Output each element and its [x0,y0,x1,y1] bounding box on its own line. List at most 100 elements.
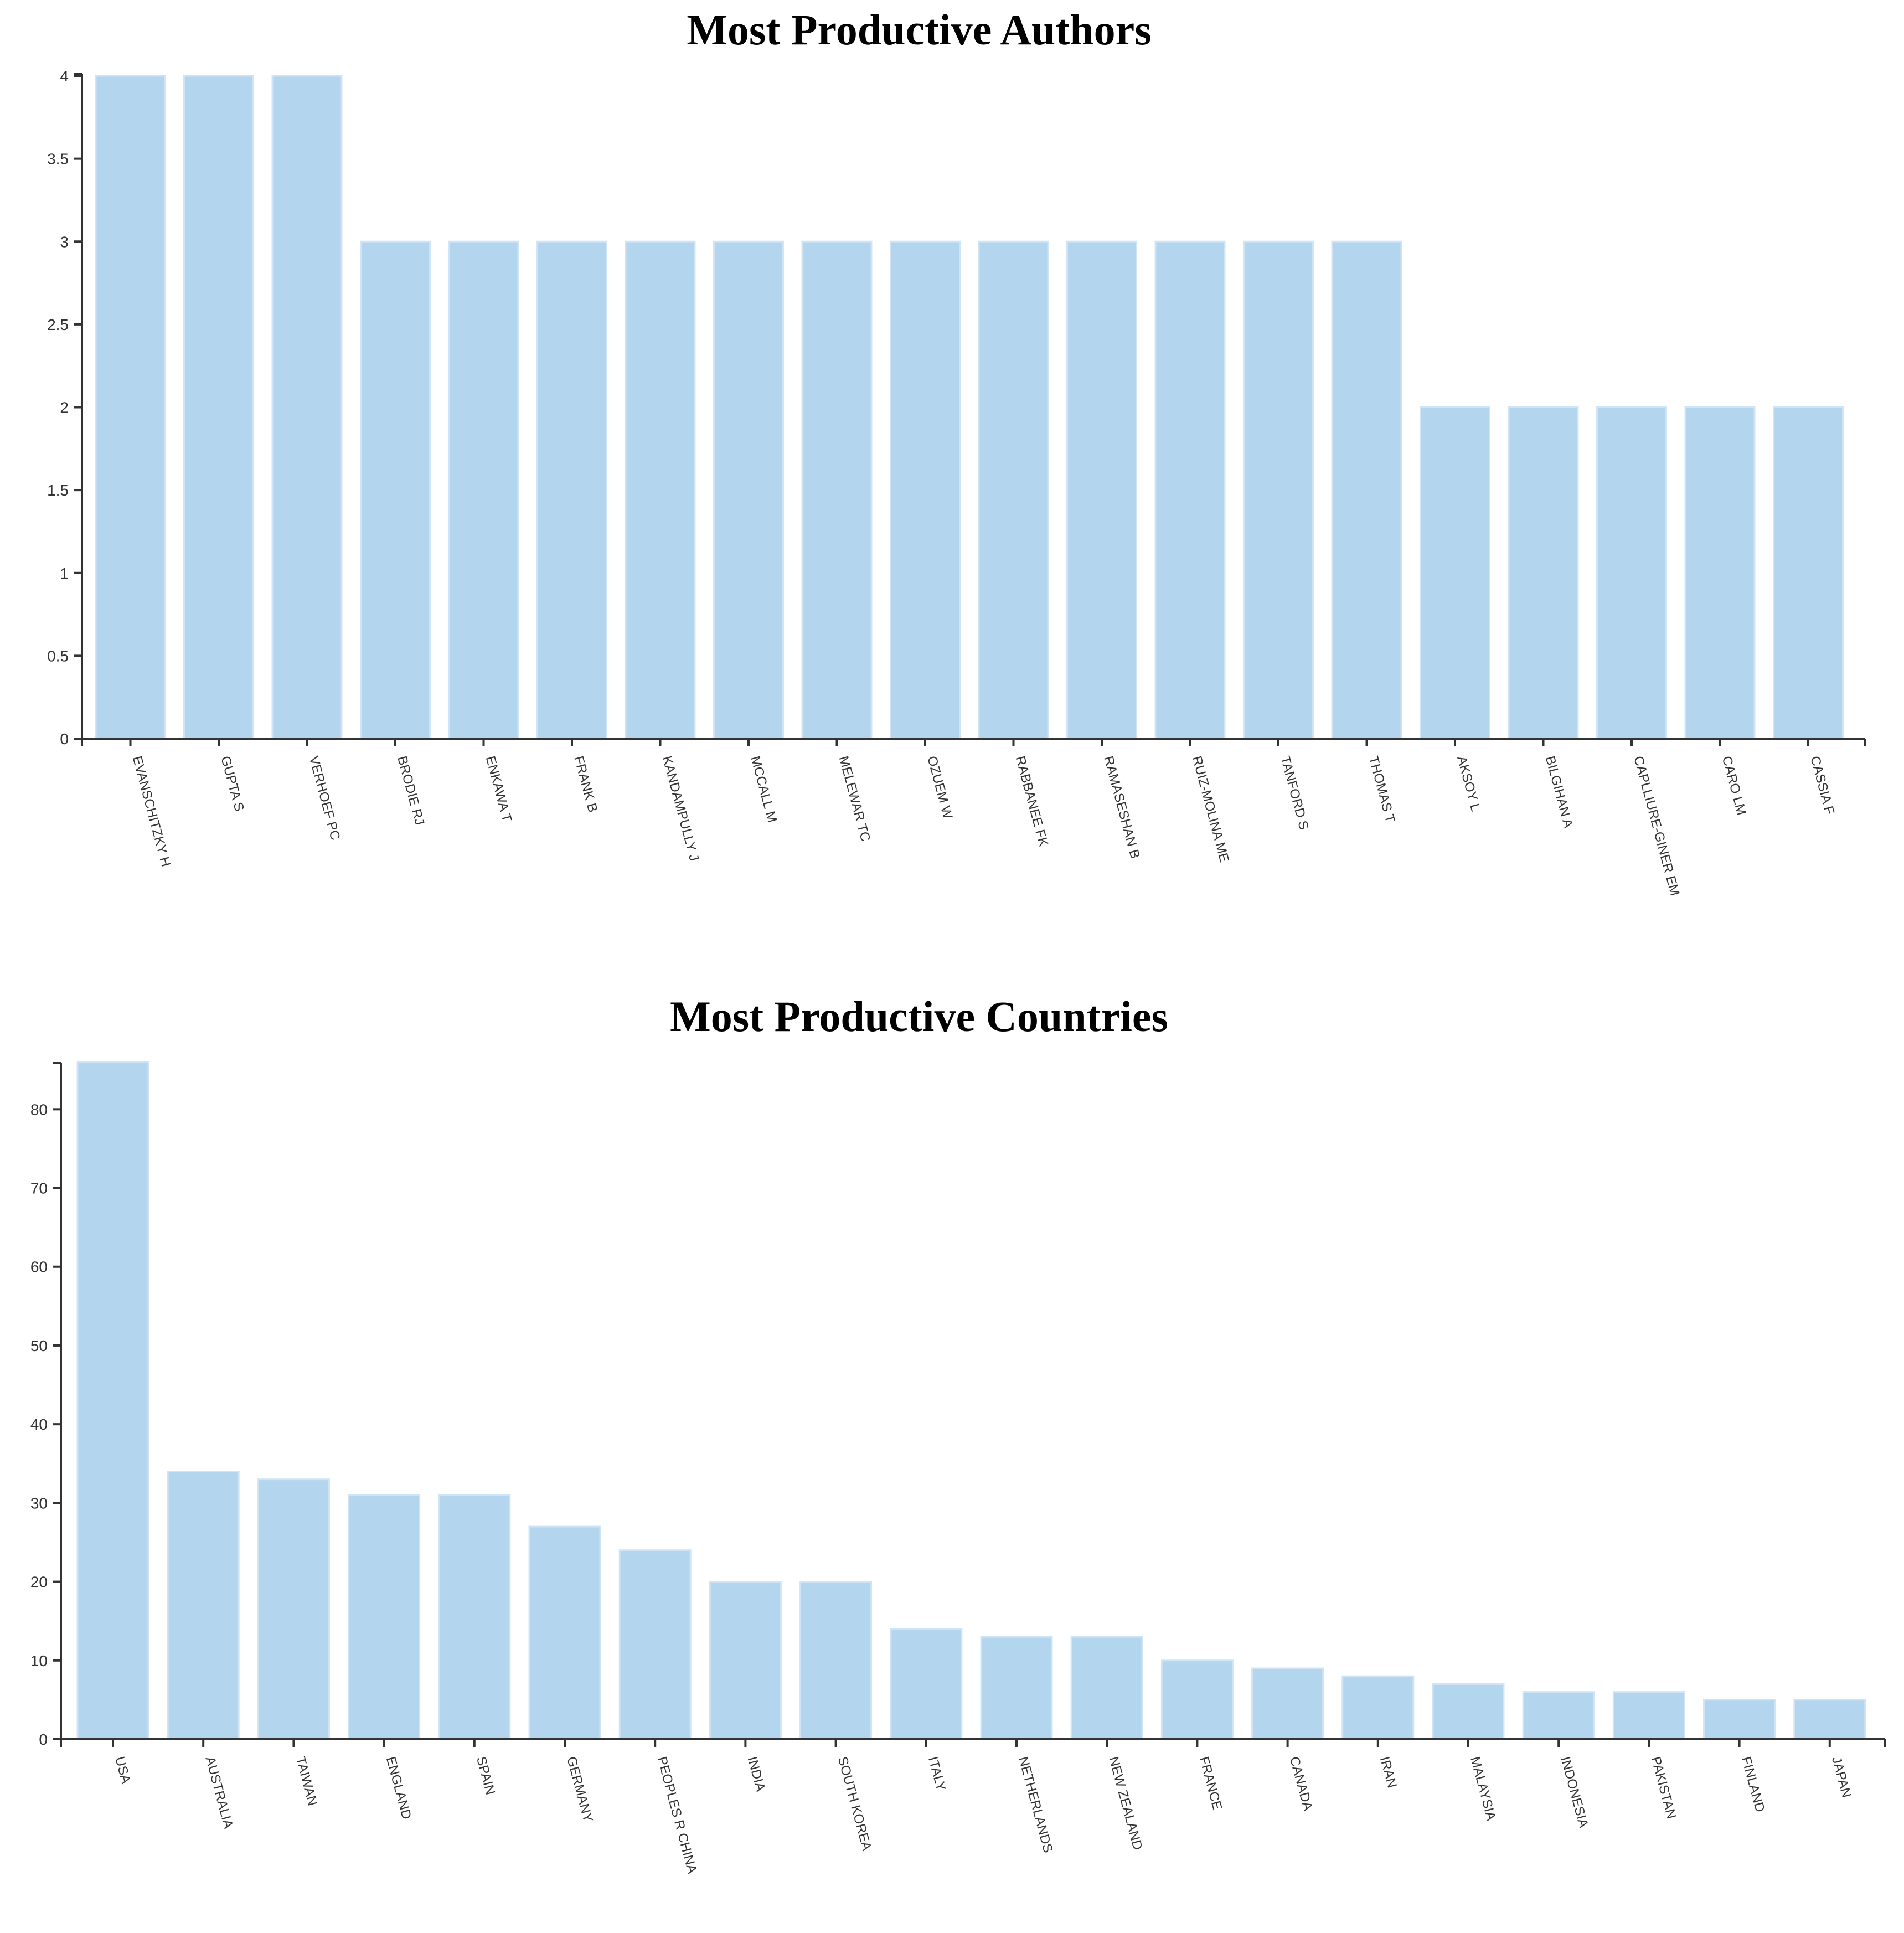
author-category-label: ENKAWA T [483,755,515,824]
country-category-label: ENGLAND [383,1755,414,1821]
author-bar [1066,240,1137,740]
country-category-label: IRAN [1377,1755,1400,1790]
y-tick-label: 30 [30,1494,48,1512]
country-bar [528,1525,601,1740]
author-category-label: AKSOY L [1454,755,1483,813]
author-bar [1508,406,1579,740]
authors-chart-title: Most Productive Authors [687,6,1151,54]
country-bar [799,1581,873,1740]
author-category-label: KANDAMPULLY J [659,755,702,863]
y-tick-label: 0.5 [47,647,69,664]
author-category-label: BILGIHAN A [1542,755,1576,830]
author-bar [271,75,343,740]
y-tick-label: 60 [30,1259,48,1276]
author-category-label: EVANSCHITZKY H [130,755,173,869]
author-category-label: CASSIA F [1807,755,1837,816]
author-category-label: BRODIE RJ [394,755,427,827]
country-category-label: ITALY [925,1755,948,1793]
country-bar [1432,1683,1505,1740]
country-category-label: SPAIN [473,1755,498,1797]
author-category-label: CARO LM [1719,755,1749,817]
y-tick-label: 4 [60,68,69,85]
country-bar [709,1581,782,1740]
author-category-label: MCCALL M [747,755,780,824]
country-bar [980,1636,1053,1740]
country-bar [1522,1691,1595,1740]
y-tick-label: 20 [30,1574,48,1591]
author-bar [1773,406,1844,740]
y-tick-label: 0 [60,730,69,748]
country-category-label: USA [112,1755,133,1786]
author-bar [1331,240,1402,740]
author-bar [625,240,696,740]
country-bar [1793,1699,1866,1740]
author-bar [360,240,431,740]
author-category-label: GUPTA S [218,755,247,813]
author-bar [890,240,961,740]
y-tick-label: 2 [60,399,69,416]
y-tick-label: 0 [39,1731,48,1748]
country-category-label: FRANCE [1196,1755,1225,1812]
author-bar [1243,240,1314,740]
y-tick-label: 50 [30,1337,48,1354]
y-tick-label: 80 [30,1101,48,1118]
author-bar [1420,406,1490,740]
country-bar [348,1494,421,1740]
author-category-label: RAMASESHAN B [1101,755,1142,860]
author-bar [1596,406,1667,740]
y-tick-label: 40 [30,1416,48,1433]
country-bar [1251,1667,1324,1740]
country-category-label: INDIA [745,1755,768,1793]
country-bar [1612,1691,1685,1740]
author-category-label: FRANK B [571,755,600,814]
author-bar [713,240,784,740]
country-category-label: INDONESIA [1557,1755,1591,1830]
author-bar [536,240,607,740]
countries-chart: Most Productive Countries 0 10 20 30 40 50 60 7… [30,992,1886,1875]
country-category-label: NEW ZEALAND [1106,1755,1145,1852]
country-category-label: JAPAN [1829,1755,1854,1800]
author-category-label: TANFORD S [1277,755,1312,832]
author-bar [978,240,1049,740]
country-bar [1341,1675,1415,1740]
country-category-label: PAKISTAN [1648,1755,1679,1821]
author-category-label: VERHOEF PC [306,755,343,842]
authors-chart: Most Productive Authors 0 0.5 1 1.5 2 2.5 3 3.5… [47,6,1866,898]
country-bar [1070,1636,1143,1740]
country-bar [1160,1659,1234,1740]
country-category-label: PEOPLES R CHINA [654,1755,699,1875]
country-category-label: MALAYSIA [1467,1755,1499,1822]
country-bar [257,1478,330,1740]
country-bar [618,1549,692,1740]
author-bar [1684,406,1756,740]
author-bar [95,75,166,740]
author-category-label: OZUEM W [924,755,955,821]
country-category-label: SOUTH KOREA [835,1755,874,1853]
y-tick-label: 10 [30,1652,48,1669]
y-tick-label: 2.5 [47,316,69,333]
author-category-label: RABBANEE FK [1013,755,1051,848]
author-category-label: CAPLLIURE-GINER EM [1630,755,1682,898]
y-tick-label: 3 [60,233,69,250]
country-category-label: TAIWAN [293,1755,321,1808]
author-category-label: RUIZ-MOLINA ME [1189,755,1232,864]
country-bar [438,1494,511,1740]
author-bar [183,75,254,740]
author-bar [448,240,519,740]
country-bar [1703,1699,1776,1740]
country-category-label: AUSTRALIA [202,1755,236,1831]
country-category-label: CANADA [1287,1755,1315,1813]
country-category-label: NETHERLANDS [1015,1755,1055,1855]
countries-chart-title: Most Productive Countries [670,992,1168,1040]
country-bar [76,1061,149,1740]
y-tick-label: 70 [30,1180,48,1197]
y-tick-label: 1.5 [47,482,69,499]
country-bar [890,1628,963,1740]
country-category-label: FINLAND [1738,1755,1768,1814]
y-tick-label: 3.5 [47,151,69,168]
author-bar [1154,240,1226,740]
y-tick-label: 1 [60,565,69,582]
country-bar [167,1470,240,1740]
author-category-label: MELEWAR TC [836,755,873,843]
